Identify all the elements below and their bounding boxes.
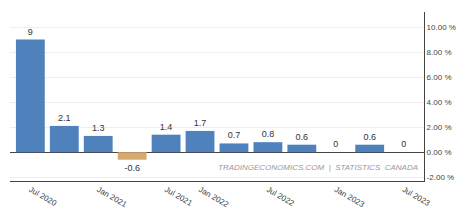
svg-text:Jul 2020: Jul 2020 [27,185,58,208]
svg-text:Jan 2022: Jan 2022 [197,185,230,210]
svg-text:2.00 %: 2.00 % [427,123,452,132]
svg-text:4.00 %: 4.00 % [427,98,452,107]
svg-text:1.3: 1.3 [92,123,105,133]
svg-text:Jul 2022: Jul 2022 [265,185,296,208]
svg-text:0.8: 0.8 [262,129,275,139]
svg-text:0: 0 [333,139,338,149]
svg-text:Jul 2021: Jul 2021 [163,185,194,208]
svg-text:0.6: 0.6 [296,132,309,142]
svg-text:9: 9 [28,27,33,37]
svg-text:Jul 2023: Jul 2023 [401,185,432,208]
svg-text:10.00 %: 10.00 % [427,23,456,32]
svg-text:2.1: 2.1 [58,113,71,123]
svg-text:0.00 %: 0.00 % [427,148,452,157]
svg-text:Jan 2023: Jan 2023 [333,185,366,210]
svg-text:0.6: 0.6 [363,132,376,142]
svg-text:8.00 %: 8.00 % [427,48,452,57]
svg-text:-2.00 %: -2.00 % [427,173,455,182]
svg-text:0.7: 0.7 [228,130,241,140]
svg-text:0: 0 [401,139,406,149]
svg-text:-0.6: -0.6 [124,163,140,173]
svg-text:Jan 2021: Jan 2021 [95,185,128,210]
svg-text:TRADINGECONOMICS.COM | STATI: TRADINGECONOMICS.COM | STATISTICS CANADA [218,163,418,172]
svg-text:1.7: 1.7 [194,118,207,128]
svg-text:1.4: 1.4 [160,122,173,132]
svg-text:6.00 %: 6.00 % [427,73,452,82]
